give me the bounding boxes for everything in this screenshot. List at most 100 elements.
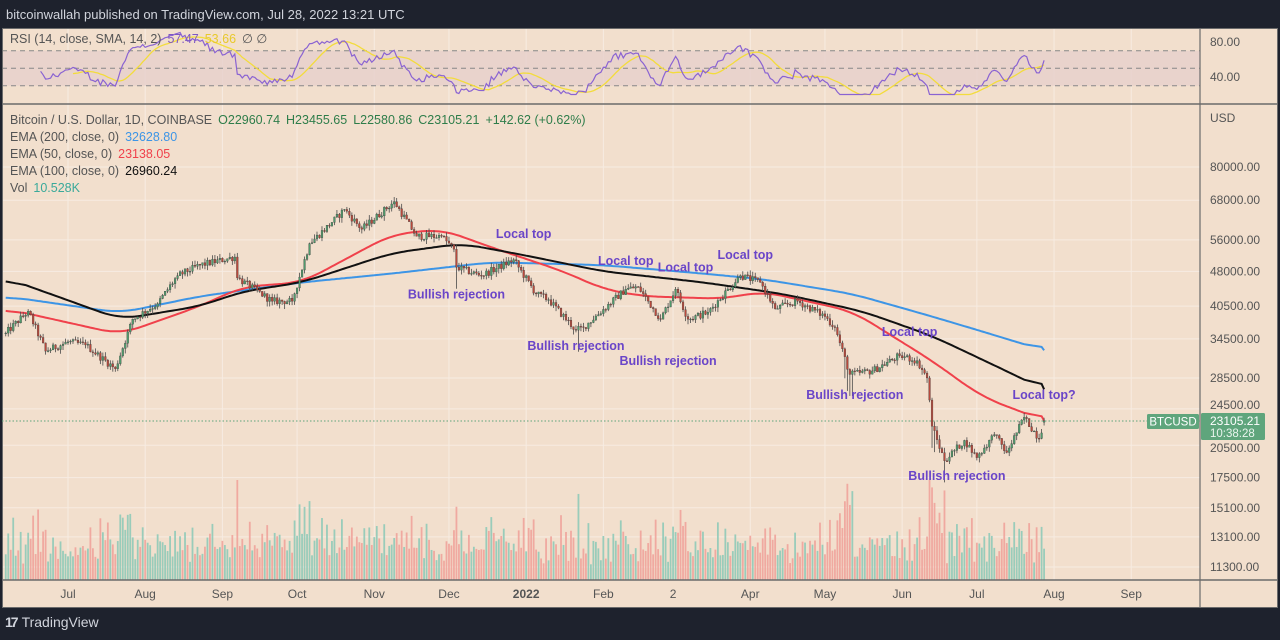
volume-bar (124, 529, 127, 580)
time-tick-label[interactable]: Nov (364, 587, 385, 601)
candle-up (851, 370, 854, 375)
time-tick-label[interactable]: Jul (60, 587, 75, 601)
volume-bar (512, 543, 515, 580)
volume-bar (911, 560, 914, 580)
candle-down (186, 268, 189, 273)
time-tick-label[interactable]: Apr (741, 587, 760, 601)
price-tick-label[interactable]: 13100.00 (1210, 530, 1260, 544)
price-axis[interactable]: 80000.00 68000.00 56000.00 48000.00 40500.00… (1210, 35, 1260, 574)
candle-down (238, 277, 241, 279)
time-tick-label[interactable]: Feb (593, 587, 614, 601)
price-tick-label[interactable]: 40500.00 (1210, 299, 1260, 313)
candle-down (584, 327, 587, 329)
candle-up (101, 356, 104, 361)
price-tick-label[interactable]: 20500.00 (1210, 441, 1260, 455)
price-tick-label[interactable]: 68000.00 (1210, 193, 1260, 207)
price-tick-label[interactable]: 24500.00 (1210, 398, 1260, 412)
candle-up (174, 278, 177, 284)
ema200-label: EMA (200, close, 0) (10, 130, 120, 144)
volume-bar (201, 553, 204, 580)
time-tick-label[interactable]: 2 (670, 587, 677, 601)
price-tick-label[interactable]: 17500.00 (1210, 471, 1260, 485)
candle-down (323, 230, 326, 232)
price-tick-label[interactable]: 15100.00 (1210, 501, 1260, 515)
price-tick-label[interactable]: 11300.00 (1210, 560, 1259, 574)
candle-down (569, 320, 573, 327)
volume-bar (926, 536, 928, 580)
candle-down (823, 313, 827, 317)
price-tick-label[interactable]: 34500.00 (1210, 332, 1260, 346)
candle-up (1018, 424, 1021, 433)
candle-up (980, 453, 983, 455)
candle-up (629, 286, 632, 289)
time-tick-label[interactable]: Aug (135, 587, 156, 601)
annotation-local-top: Local top (882, 325, 938, 339)
time-tick-label[interactable]: Jul (969, 587, 984, 601)
volume-bar (373, 537, 376, 580)
volume-bar (94, 556, 97, 580)
volume-bar (901, 539, 904, 580)
volume-bar (383, 524, 386, 580)
volume-bar (582, 548, 585, 580)
candle-down (833, 326, 836, 328)
price-tick-label[interactable]: 28500.00 (1210, 371, 1260, 385)
time-tick-label[interactable]: Aug (1043, 587, 1064, 601)
time-tick-label[interactable]: Sep (212, 587, 234, 601)
time-tick-label[interactable]: May (814, 587, 837, 601)
time-tick-label[interactable]: Oct (288, 587, 307, 601)
price-tick-label[interactable]: 80000.00 (1210, 160, 1260, 174)
candle-down (654, 308, 657, 316)
volume-bar (928, 480, 931, 580)
candle-down (1038, 438, 1041, 440)
candle-up (577, 326, 580, 331)
price-tick-label[interactable]: 48000.00 (1210, 264, 1260, 278)
volume-bar (448, 543, 450, 580)
candle-up (196, 264, 199, 267)
volume-bar (766, 554, 769, 580)
candle-up (149, 309, 152, 312)
rsi-extra: ∅ ∅ (242, 32, 268, 46)
candle-down (681, 301, 685, 310)
candle-up (689, 318, 692, 321)
rsi-tick-label[interactable]: 40.00 (1210, 70, 1240, 84)
volume-bar (609, 561, 612, 580)
candle-down (500, 263, 503, 269)
candle-up (664, 307, 667, 314)
candle-down (786, 302, 789, 305)
volume-bar (672, 526, 674, 580)
candle-up (251, 284, 254, 289)
volume-bar (281, 547, 284, 580)
volume-bar (602, 535, 605, 580)
volume-bar (507, 542, 510, 580)
volume-bar (214, 546, 216, 580)
chart-frame[interactable]: Local top Local top Local top Local top Loca… (2, 28, 1278, 608)
rsi-tick-label[interactable]: 80.00 (1210, 35, 1240, 49)
volume-bar (236, 480, 239, 580)
candle-down (106, 360, 109, 367)
candle-down (945, 460, 949, 462)
volume-bar (590, 564, 592, 580)
volume-bar (146, 542, 149, 580)
candle-up (166, 289, 169, 292)
time-tick-label[interactable]: 2022 (513, 587, 540, 601)
time-tick-label[interactable]: Jun (892, 587, 911, 601)
time-tick-label[interactable]: Sep (1121, 587, 1143, 601)
candle-down (111, 363, 114, 368)
candle-down (139, 316, 142, 318)
time-tick-label[interactable]: Dec (438, 587, 459, 601)
volume-bars (4, 480, 1045, 580)
volume-bar (44, 529, 47, 580)
volume-bar (42, 531, 44, 580)
candle-up (863, 369, 866, 372)
price-tick-label[interactable]: 56000.00 (1210, 233, 1260, 247)
time-axis[interactable]: Jul Aug Sep Oct Nov Dec 2022 Feb 2 Apr May Jun Jul Au… (60, 587, 1142, 601)
volume-bar (248, 521, 251, 580)
volume-bar (771, 539, 774, 580)
volume-bar (121, 517, 124, 580)
rsi-pane[interactable] (2, 31, 1200, 96)
volume-bar (149, 545, 152, 580)
volume-bar (965, 527, 968, 580)
volume-bar (918, 517, 921, 580)
volume-bar (570, 530, 572, 580)
